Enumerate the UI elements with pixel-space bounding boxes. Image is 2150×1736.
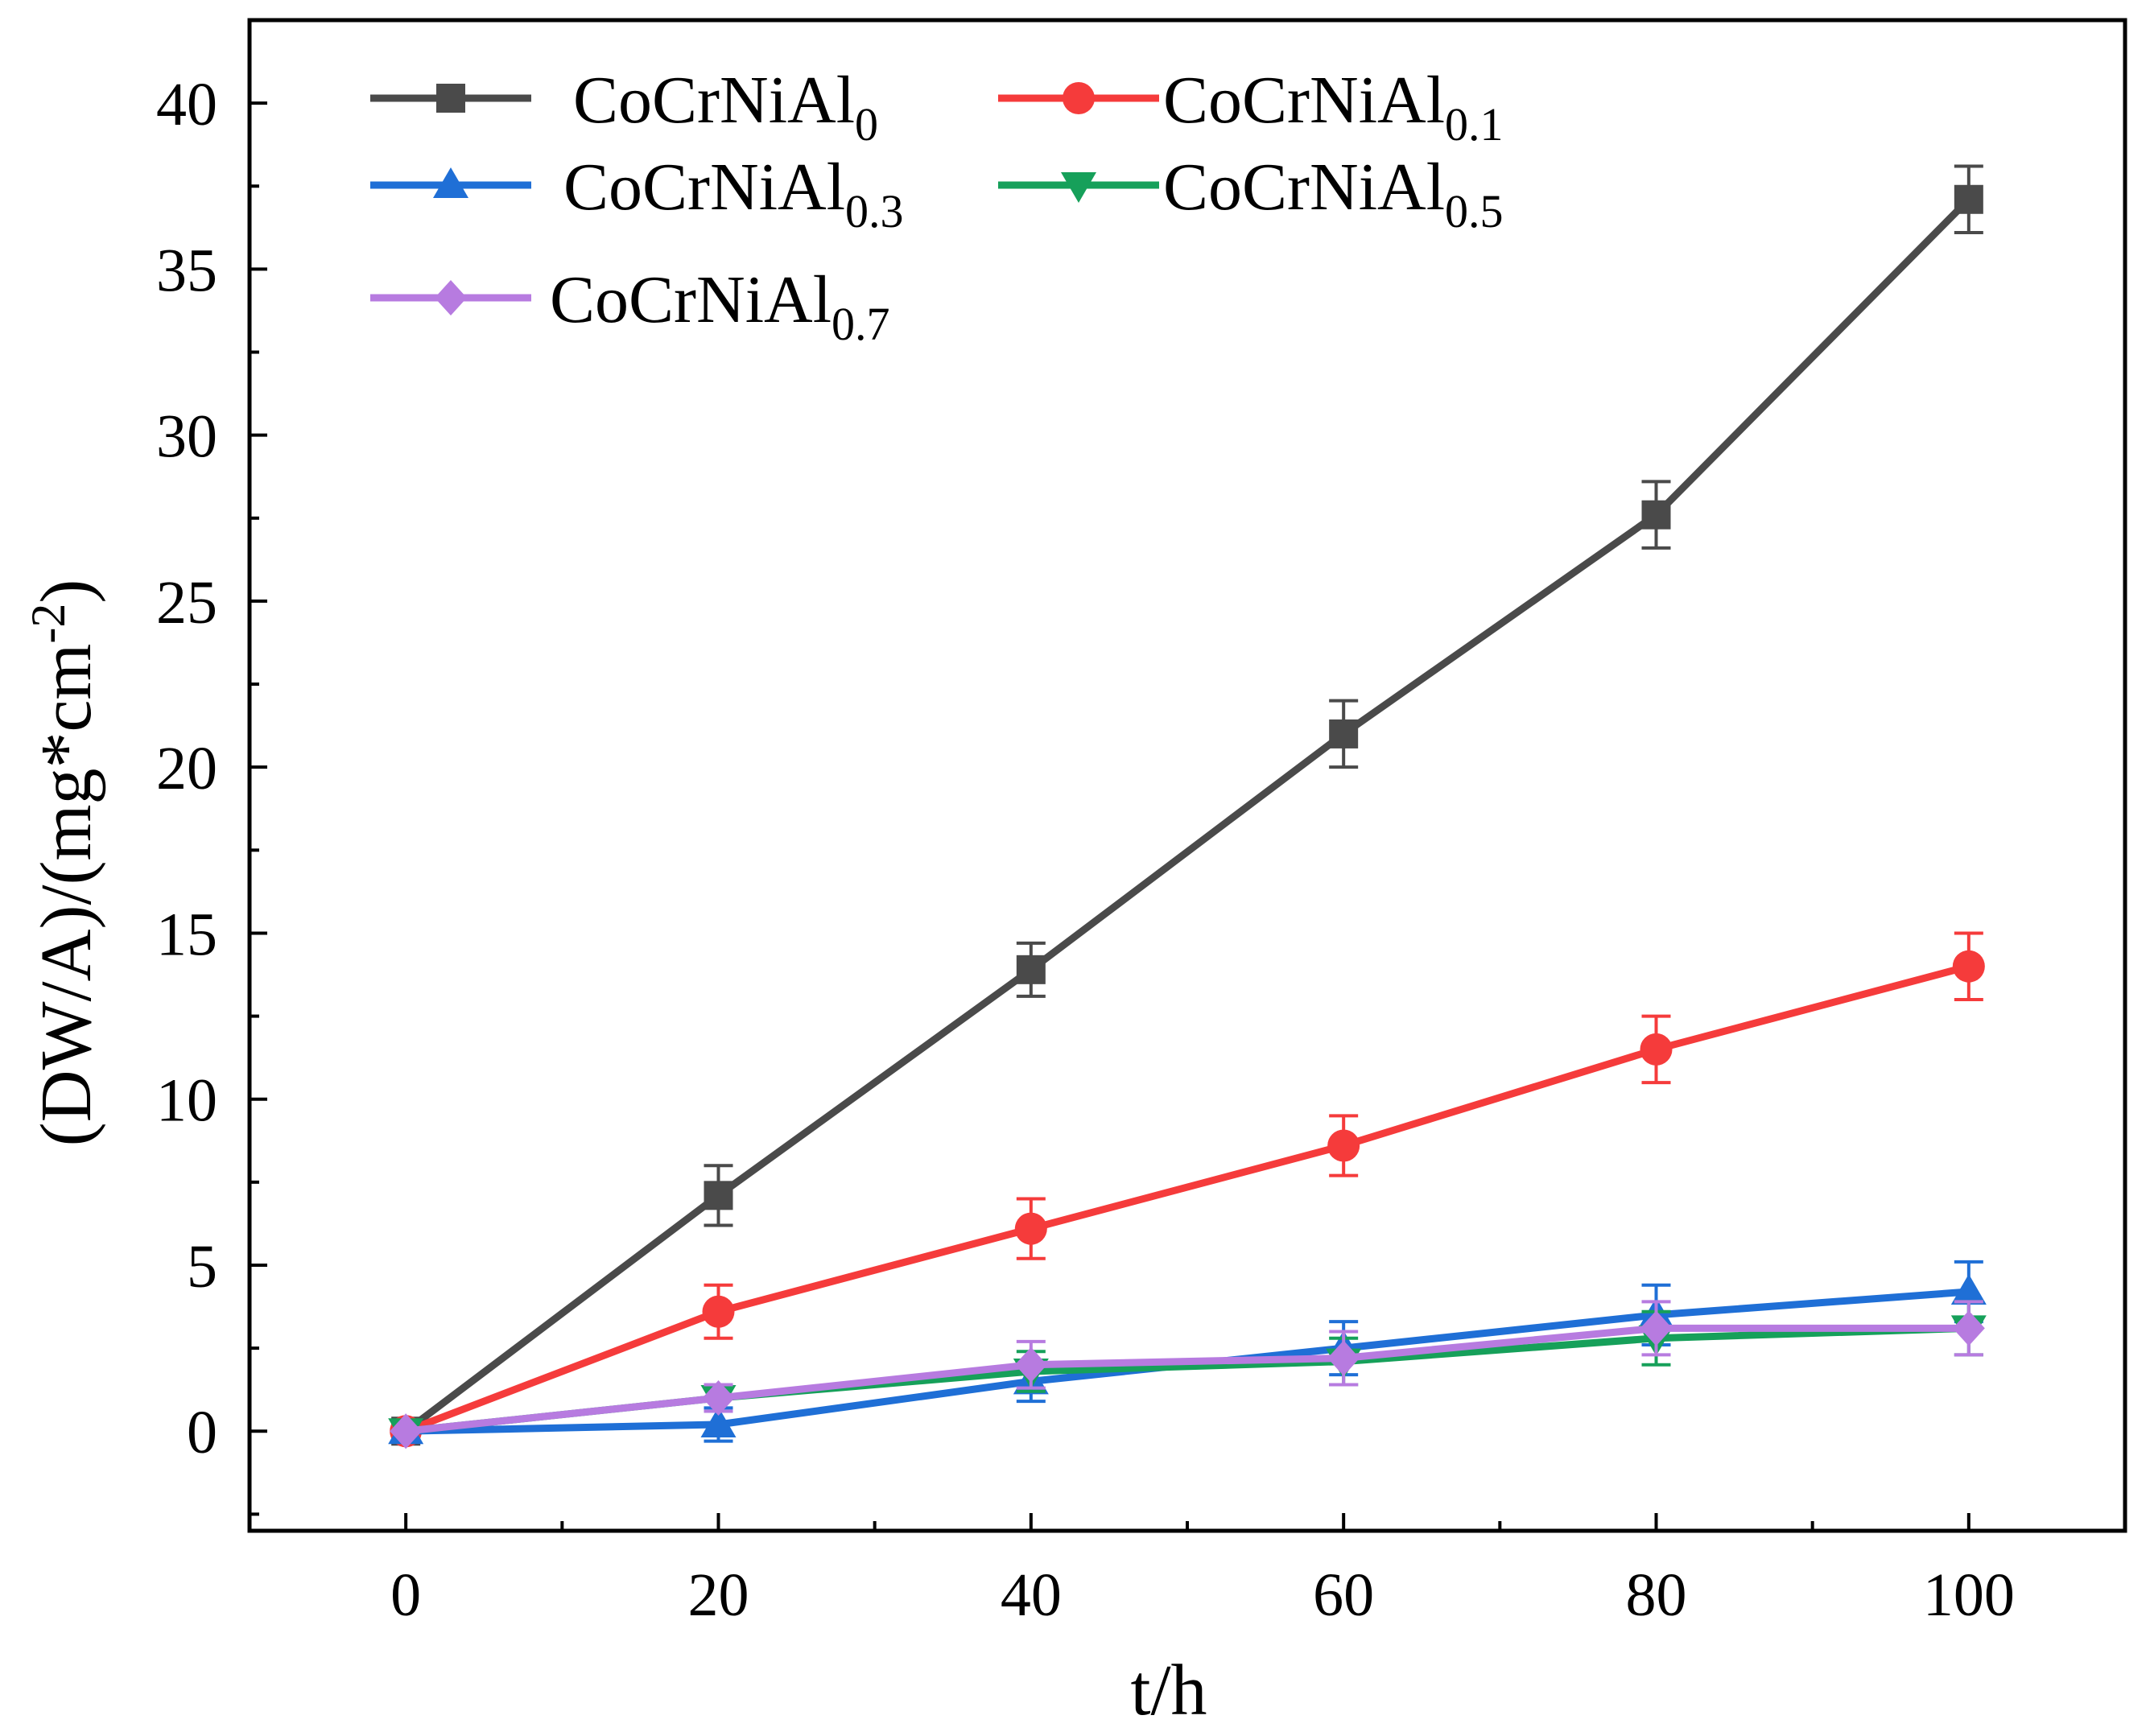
data-point	[1954, 184, 1983, 214]
x-tick-label: 100	[1923, 1561, 2015, 1629]
data-point	[1952, 950, 1985, 983]
legend-label-base: CoCrNiAl	[1163, 150, 1445, 225]
y-tick-label: 40	[156, 71, 217, 138]
data-point	[704, 1181, 733, 1210]
series-0	[391, 164, 1983, 1446]
series-line	[405, 1324, 1969, 1435]
data-point	[390, 1413, 423, 1449]
legend-label: CoCrNiAl0.3	[563, 150, 904, 237]
y-tick-label: 35	[156, 237, 217, 304]
legend-swatch-marker	[1061, 172, 1096, 203]
data-point	[1641, 500, 1671, 530]
data-point	[1327, 1129, 1360, 1162]
data-point	[1952, 1310, 1985, 1346]
y-tick-label: 15	[156, 901, 217, 968]
legend-label: CoCrNiAl0.7	[550, 262, 890, 350]
legend-swatch-marker	[433, 167, 468, 198]
legend-item: CoCrNiAl0	[370, 63, 878, 151]
y-tick-label: 10	[156, 1067, 217, 1135]
y-axis-title: (DW/A)/(mg*cm-2)	[22, 579, 106, 1147]
y-tick-label: 20	[156, 735, 217, 802]
data-point	[1950, 1273, 1987, 1305]
series-line	[403, 196, 1972, 1434]
legend-swatch-marker	[1063, 82, 1095, 114]
y-axis-title-close: )	[27, 579, 106, 604]
legend-label-subscript: 0.3	[845, 185, 904, 237]
legend-label-base: CoCrNiAl	[573, 63, 855, 138]
data-point	[1014, 1346, 1047, 1383]
data-point	[1640, 1033, 1673, 1066]
y-tick-label: 0	[187, 1399, 217, 1466]
axis-titles: t/h (DW/A)/(mg*cm-2)	[22, 579, 1207, 1730]
x-tick-label: 0	[390, 1561, 421, 1629]
legend-label-subscript: 0.1	[1445, 98, 1504, 151]
y-tick-label: 30	[156, 403, 217, 471]
legend-item: CoCrNiAl0.3	[370, 150, 904, 237]
legend-label-base: CoCrNiAl	[550, 262, 832, 337]
axes: 0 20 40 60 80 100 0 5 10 15 20 25 30 35 40	[156, 18, 2127, 1629]
y-axis-title-sup: -2	[22, 604, 75, 644]
x-tick-label: 20	[688, 1561, 749, 1629]
data-point	[1014, 1212, 1047, 1245]
data-point	[700, 1406, 737, 1437]
legend-item: CoCrNiAl0.7	[370, 262, 890, 350]
x-axis-title: t/h	[1130, 1651, 1207, 1730]
legend-item: CoCrNiAl0.5	[998, 150, 1504, 237]
y-tick-label: 25	[156, 569, 217, 637]
legend-label-base: CoCrNiAl	[563, 150, 845, 225]
series-line	[404, 963, 1970, 1435]
data-point	[1327, 1340, 1360, 1376]
series-group	[388, 164, 1987, 1449]
legend-swatch-marker	[436, 84, 465, 113]
data-point	[1640, 1310, 1673, 1346]
legend-label-subscript: 0	[855, 98, 878, 151]
data-point	[702, 1295, 735, 1328]
legend-label-subscript: 0.5	[1445, 185, 1504, 237]
data-point	[1329, 719, 1359, 748]
series-0.7	[390, 1300, 1985, 1449]
data-point	[702, 1379, 735, 1416]
legend-swatch-marker	[435, 280, 467, 315]
legend-label: CoCrNiAl0	[573, 63, 878, 151]
series-0.1	[390, 931, 1985, 1448]
data-point	[1016, 955, 1046, 984]
legend-label: CoCrNiAl0.1	[1163, 63, 1504, 151]
y-axis-title-main: (DW/A)/(mg*cm	[27, 644, 106, 1147]
legend-item: CoCrNiAl0.1	[998, 63, 1504, 151]
x-tick-label: 60	[1313, 1561, 1374, 1629]
x-tick-label: 40	[1001, 1561, 1062, 1629]
legend-label-base: CoCrNiAl	[1163, 63, 1445, 138]
series-0.3	[388, 1260, 1987, 1445]
legend-label: CoCrNiAl0.5	[1163, 150, 1504, 237]
y-tick-label: 5	[187, 1233, 217, 1301]
x-tick-label: 80	[1626, 1561, 1687, 1629]
legend-label-subscript: 0.7	[832, 298, 890, 350]
